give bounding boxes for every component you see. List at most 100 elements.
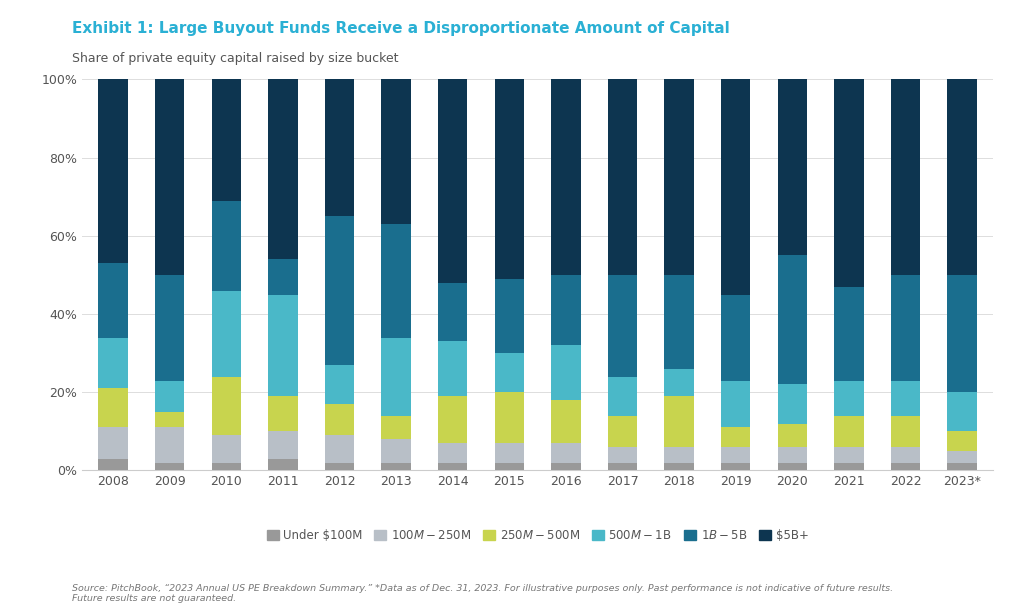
Bar (608, 415, 637, 447)
Text: Exhibit 1: Large Buyout Funds Receive a Disproportionate Amount of Capital: Exhibit 1: Large Buyout Funds Receive a … (72, 21, 729, 37)
Bar (665, 275, 694, 369)
Bar (212, 435, 241, 463)
Bar (608, 463, 637, 470)
Bar (381, 79, 411, 224)
Bar (891, 381, 921, 415)
Bar (495, 443, 524, 463)
Bar (721, 428, 751, 447)
Bar (835, 447, 863, 463)
Bar (495, 279, 524, 353)
Bar (438, 463, 467, 470)
Bar (98, 389, 128, 428)
Bar (212, 463, 241, 470)
Bar (551, 275, 581, 345)
Bar (665, 463, 694, 470)
Bar (155, 412, 184, 428)
Bar (98, 428, 128, 459)
Bar (777, 384, 807, 423)
Bar (665, 369, 694, 396)
Bar (98, 79, 128, 263)
Bar (551, 79, 581, 275)
Bar (438, 396, 467, 443)
Bar (98, 337, 128, 389)
Bar (268, 79, 298, 259)
Bar (721, 295, 751, 381)
Bar (325, 404, 354, 435)
Bar (891, 415, 921, 447)
Bar (835, 463, 863, 470)
Bar (891, 447, 921, 463)
Bar (495, 463, 524, 470)
Bar (268, 259, 298, 295)
Bar (268, 295, 298, 396)
Bar (268, 459, 298, 470)
Bar (777, 423, 807, 447)
Text: Share of private equity capital raised by size bucket: Share of private equity capital raised b… (72, 52, 398, 65)
Bar (495, 392, 524, 443)
Bar (608, 376, 637, 415)
Bar (891, 79, 921, 275)
Bar (381, 463, 411, 470)
Bar (891, 463, 921, 470)
Bar (721, 447, 751, 463)
Bar (438, 342, 467, 396)
Bar (608, 275, 637, 376)
Bar (155, 275, 184, 381)
Bar (721, 381, 751, 428)
Bar (947, 275, 977, 392)
Bar (438, 79, 467, 283)
Bar (947, 451, 977, 463)
Bar (947, 463, 977, 470)
Bar (381, 439, 411, 463)
Bar (325, 216, 354, 365)
Bar (381, 337, 411, 415)
Bar (155, 463, 184, 470)
Bar (381, 224, 411, 337)
Bar (155, 79, 184, 275)
Bar (155, 381, 184, 412)
Bar (212, 291, 241, 376)
Bar (325, 435, 354, 463)
Bar (777, 255, 807, 384)
Bar (665, 79, 694, 275)
Bar (947, 79, 977, 275)
Bar (608, 79, 637, 275)
Bar (665, 447, 694, 463)
Bar (438, 443, 467, 463)
Bar (155, 428, 184, 463)
Bar (381, 415, 411, 439)
Bar (325, 79, 354, 216)
Bar (495, 79, 524, 279)
Bar (777, 463, 807, 470)
Bar (212, 376, 241, 435)
Bar (551, 463, 581, 470)
Text: Source: PitchBook, “2023 Annual US PE Breakdown Summary.” *Data as of Dec. 31, 2: Source: PitchBook, “2023 Annual US PE Br… (72, 584, 893, 603)
Bar (777, 447, 807, 463)
Bar (721, 79, 751, 295)
Bar (551, 443, 581, 463)
Bar (835, 79, 863, 287)
Bar (212, 79, 241, 200)
Bar (438, 283, 467, 342)
Bar (212, 200, 241, 291)
Bar (268, 431, 298, 459)
Bar (325, 365, 354, 404)
Bar (325, 463, 354, 470)
Bar (495, 353, 524, 392)
Bar (947, 431, 977, 451)
Bar (268, 396, 298, 431)
Bar (608, 447, 637, 463)
Bar (835, 381, 863, 415)
Bar (777, 79, 807, 255)
Bar (835, 287, 863, 381)
Bar (98, 459, 128, 470)
Bar (947, 392, 977, 431)
Bar (551, 345, 581, 400)
Bar (891, 275, 921, 381)
Bar (721, 463, 751, 470)
Bar (551, 400, 581, 443)
Bar (665, 396, 694, 447)
Bar (98, 263, 128, 337)
Legend: Under $100M, $100M-$250M, $250M-$500M, $500M-$1B, $1B-$5B, $5B+: Under $100M, $100M-$250M, $250M-$500M, $… (262, 524, 813, 547)
Bar (835, 415, 863, 447)
